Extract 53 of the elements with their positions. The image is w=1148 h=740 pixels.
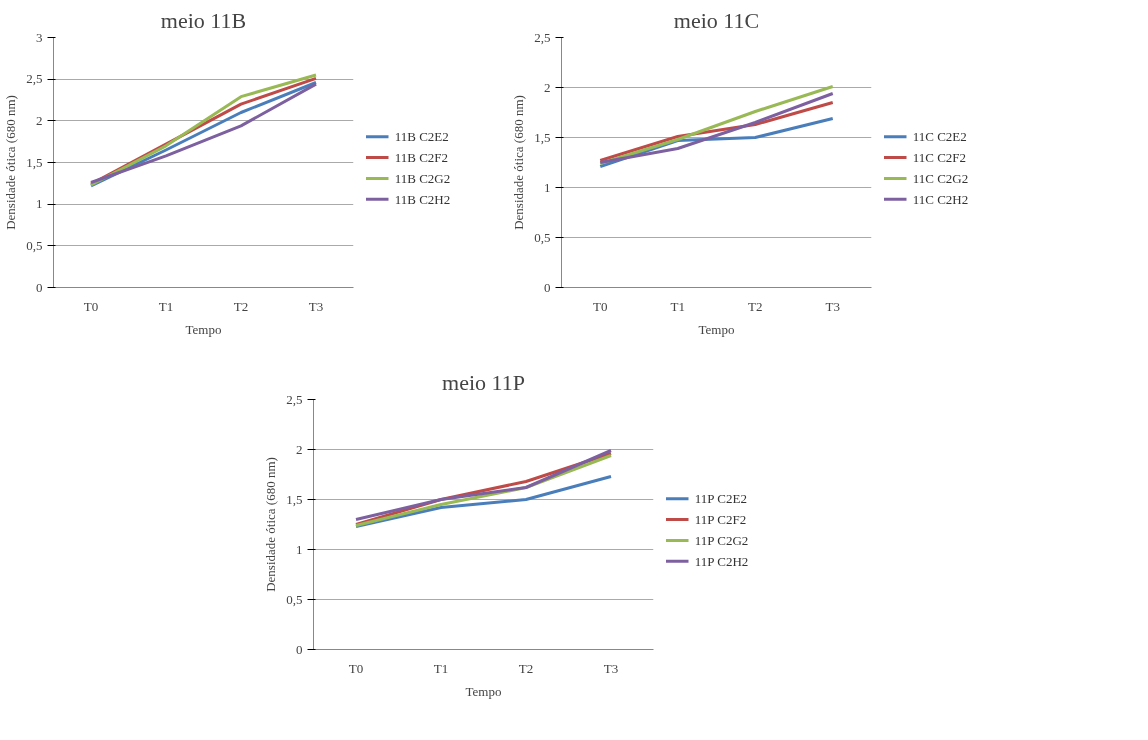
legend-label: 11P C2H2 [694, 553, 749, 569]
x-tick-label: T2 [748, 298, 763, 314]
legend-label: 11P C2E2 [694, 491, 747, 507]
y-tick-label: 2 [296, 441, 303, 457]
y-tick-label: 0,5 [286, 591, 303, 607]
y-axis-title: Densidade ótica (680 nm) [3, 95, 19, 230]
x-tick-label: T1 [670, 298, 685, 314]
x-tick-label: T0 [348, 660, 364, 676]
legend-label: 11C C2G2 [912, 170, 969, 186]
y-tick-label: 0,5 [26, 237, 43, 253]
y-tick-label: 0 [544, 279, 551, 295]
y-axis-title: Densidade ótica (680 nm) [263, 457, 279, 592]
y-tick-label: 2 [544, 79, 551, 95]
x-tick-label: T3 [308, 298, 324, 314]
legend-label: 11B C2E2 [394, 129, 449, 145]
x-tick-label: T3 [825, 298, 840, 314]
legend-label: 11P C2G2 [694, 532, 749, 548]
y-tick-label: 2,5 [286, 391, 303, 407]
y-tick-label: 2,5 [26, 71, 43, 87]
y-tick-label: 1,5 [26, 154, 43, 170]
y-tick-label: 0,5 [534, 229, 551, 245]
x-tick-label: T1 [433, 660, 449, 676]
x-tick-label: T2 [233, 298, 249, 314]
x-tick-label: T0 [83, 298, 99, 314]
y-tick-label: 2,5 [534, 29, 551, 45]
chart-title: meio 11P [442, 369, 525, 395]
legend-label: 11B C2H2 [394, 191, 451, 207]
legend-label: 11C C2H2 [912, 191, 969, 207]
x-tick-label: T3 [603, 660, 619, 676]
y-tick-label: 2 [36, 112, 43, 128]
y-tick-label: 1,5 [534, 129, 551, 145]
line-series [354, 475, 613, 528]
x-tick-label: T2 [518, 660, 534, 676]
chart-title: meio 11C [673, 7, 760, 33]
x-axis-title: Tempo [185, 321, 222, 337]
y-tick-label: 3 [36, 29, 43, 45]
x-axis-title: Tempo [465, 683, 502, 699]
legend-label: 11C C2E2 [912, 129, 967, 145]
y-tick-label: 0 [296, 641, 303, 657]
x-tick-label: T1 [158, 298, 174, 314]
legend-label: 11P C2F2 [694, 512, 747, 528]
x-tick-label: T0 [593, 298, 608, 314]
legend-label: 11C C2F2 [912, 150, 967, 166]
y-tick-label: 1 [544, 179, 551, 195]
legend-label: 11B C2F2 [394, 150, 449, 166]
y-tick-label: 0 [36, 279, 43, 295]
y-tick-label: 1 [36, 196, 43, 212]
y-tick-label: 1 [296, 541, 303, 557]
x-axis-title: Tempo [698, 321, 735, 337]
y-axis-title: Densidade ótica (680 nm) [511, 95, 527, 230]
y-tick-label: 1,5 [286, 491, 303, 507]
chart-title: meio 11B [160, 7, 247, 33]
legend-label: 11B C2G2 [394, 170, 451, 186]
